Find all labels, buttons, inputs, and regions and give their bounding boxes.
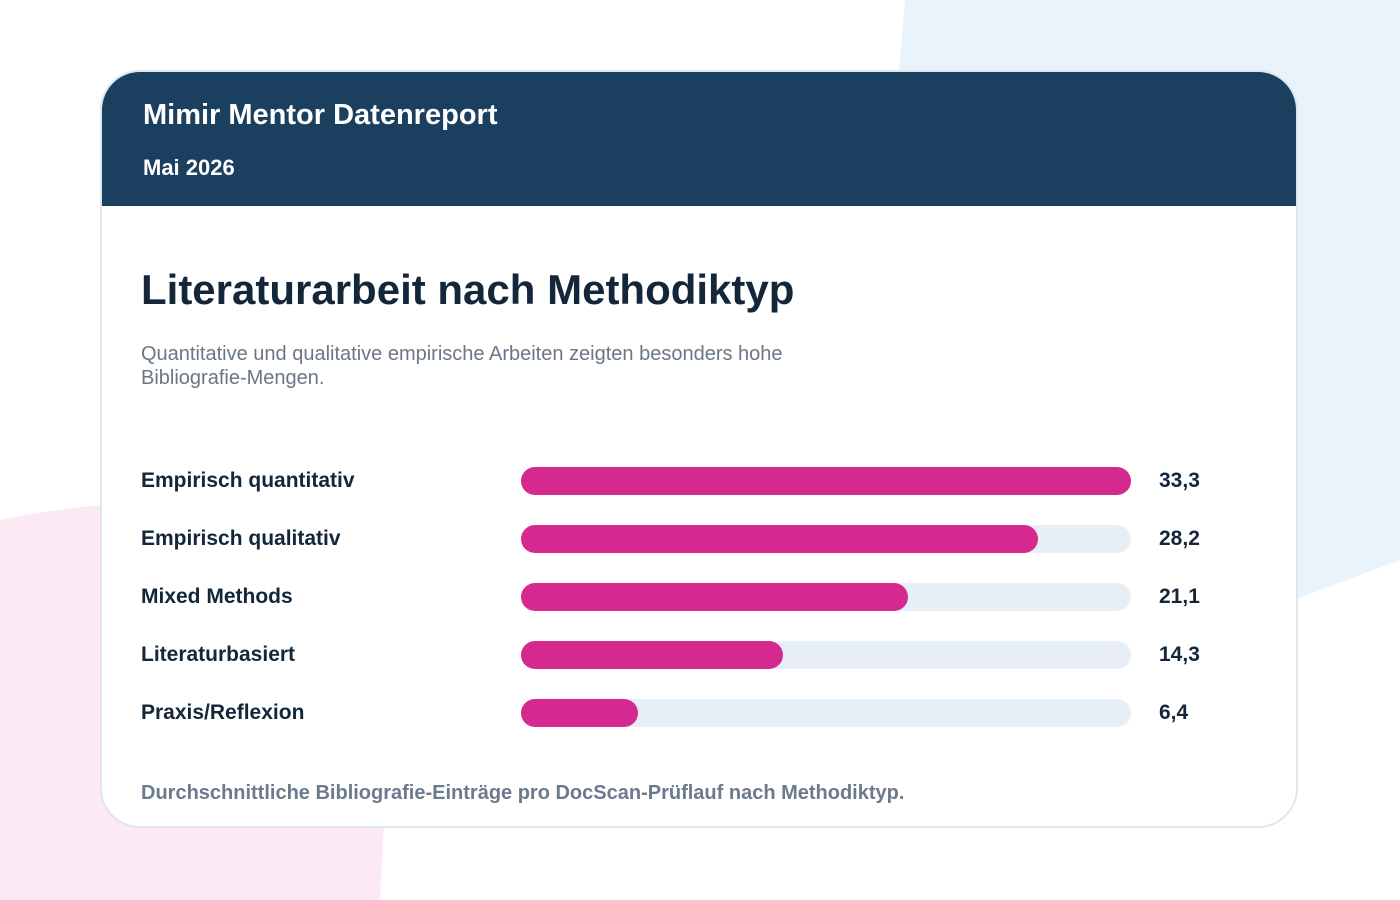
category-label: Empirisch quantitativ <box>141 469 355 492</box>
value-label: 28,2 <box>1159 527 1200 550</box>
bar <box>521 641 783 669</box>
bar <box>521 699 639 727</box>
value-label: 14,3 <box>1159 643 1200 666</box>
chart-subtitle: Quantitative und qualitative empirische … <box>141 343 783 389</box>
report-card: Mimir Mentor Datenreport Mai 2026 Litera… <box>100 70 1298 828</box>
category-label: Empirisch qualitativ <box>141 527 341 550</box>
category-label: Literaturbasiert <box>141 643 296 666</box>
category-label: Mixed Methods <box>141 585 293 608</box>
bar <box>521 583 908 611</box>
value-label: 6,4 <box>1159 701 1189 724</box>
report-date: Mai 2026 <box>143 155 235 180</box>
value-label: 33,3 <box>1159 469 1200 492</box>
chart-caption: Durchschnittliche Bibliografie-Einträge … <box>141 782 905 804</box>
report-title: Mimir Mentor Datenreport <box>143 99 498 131</box>
card-header: Mimir Mentor Datenreport Mai 2026 <box>102 72 1296 206</box>
bar <box>521 525 1038 553</box>
category-label: Praxis/Reflexion <box>141 701 305 724</box>
value-label: 21,1 <box>1159 585 1200 608</box>
chart-title: Literaturarbeit nach Methodiktyp <box>141 266 795 313</box>
bar <box>521 467 1131 495</box>
